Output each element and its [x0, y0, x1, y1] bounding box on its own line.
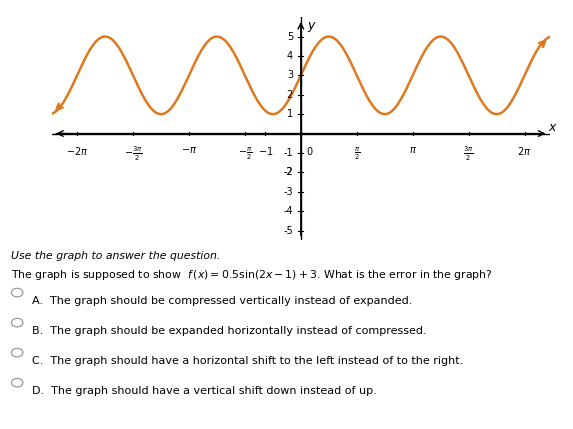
- Text: B.  The graph should be expanded horizontally instead of compressed.: B. The graph should be expanded horizont…: [32, 326, 426, 336]
- Text: 4: 4: [287, 51, 293, 61]
- Text: $-\frac{\pi}{2}$: $-\frac{\pi}{2}$: [238, 145, 252, 162]
- Text: -4: -4: [284, 206, 293, 216]
- Text: 5: 5: [286, 32, 293, 42]
- Text: -5: -5: [283, 226, 293, 236]
- Text: $-\pi$: $-\pi$: [181, 145, 197, 155]
- Text: 1: 1: [287, 109, 293, 119]
- Text: C.  The graph should have a horizontal shift to the left instead of to the right: C. The graph should have a horizontal sh…: [32, 356, 463, 366]
- Text: $y$: $y$: [307, 20, 317, 34]
- Text: $-2\pi$: $-2\pi$: [66, 145, 88, 157]
- Text: -3: -3: [284, 187, 293, 197]
- Text: $0$: $0$: [306, 145, 313, 157]
- Text: -2: -2: [283, 167, 293, 177]
- Text: $2\pi$: $2\pi$: [517, 145, 532, 157]
- Text: $\frac{3\pi}{2}$: $\frac{3\pi}{2}$: [464, 145, 474, 163]
- Text: $\frac{\pi}{2}$: $\frac{\pi}{2}$: [354, 145, 360, 162]
- Text: $-1$: $-1$: [257, 145, 273, 157]
- Text: Use the graph to answer the question.: Use the graph to answer the question.: [11, 251, 221, 261]
- Text: 2: 2: [286, 90, 293, 100]
- Text: 3: 3: [287, 70, 293, 80]
- Text: The graph is supposed to show  $f\,(x) = 0.5\sin(2x-1)+3$. What is the error in : The graph is supposed to show $f\,(x) = …: [11, 268, 493, 282]
- Text: $\pi$: $\pi$: [409, 145, 417, 155]
- Text: A.  The graph should be compressed vertically instead of expanded.: A. The graph should be compressed vertic…: [32, 296, 412, 306]
- Text: -2: -2: [283, 167, 293, 177]
- Text: D.  The graph should have a vertical shift down instead of up.: D. The graph should have a vertical shif…: [32, 386, 376, 396]
- Text: $-\frac{3\pi}{2}$: $-\frac{3\pi}{2}$: [124, 145, 142, 163]
- Text: $x$: $x$: [548, 121, 558, 134]
- Text: -1: -1: [284, 148, 293, 158]
